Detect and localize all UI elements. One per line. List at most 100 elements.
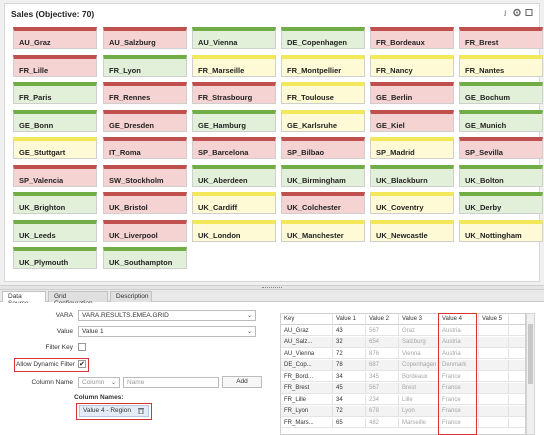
tile-ge-munich[interactable]: GE_Munich (459, 109, 543, 132)
grid-scrollbar[interactable] (526, 313, 535, 435)
tile-uk-manchester[interactable]: UK_Manchester (281, 219, 365, 242)
column-select[interactable]: Column ⌄ (78, 377, 120, 388)
name-input[interactable]: Name (123, 377, 219, 388)
table-row[interactable]: FR_Brest 45 567 Brest France (281, 383, 525, 394)
table-row[interactable]: FR_Mars... 65 482 Marseille France (281, 417, 525, 428)
tile-uk-southampton[interactable]: UK_Southampton (103, 247, 187, 269)
tile-ge-kiel[interactable]: GE_Kiel (370, 109, 454, 132)
tile-ge-dresden[interactable]: GE_Dresden (103, 109, 187, 132)
grid-cell (479, 394, 509, 405)
settings-icon[interactable] (513, 8, 521, 17)
tile-uk-plymouth[interactable]: UK_Plymouth (13, 247, 97, 269)
grid-cell: 567 (366, 325, 399, 336)
tile-sp-sevilla[interactable]: SP_Sevilla (459, 137, 543, 159)
tile-fr-nancy[interactable]: FR_Nancy (370, 54, 454, 77)
tile-uk-colchester[interactable]: UK_Colchester (281, 192, 365, 214)
tile-uk-aberdeen[interactable]: UK_Aberdeen (192, 164, 276, 187)
tile-ge-stuttgart[interactable]: GE_Stuttgart (13, 137, 97, 159)
info-icon[interactable]: i (501, 8, 509, 18)
table-row[interactable]: FR_Lyon 72 678 Lyon France (281, 406, 525, 417)
grid-header-cell[interactable]: Value 3 (399, 314, 439, 324)
add-button[interactable]: Add (222, 376, 262, 388)
table-row[interactable]: AU_Graz 43 567 Graz Austria (281, 325, 525, 336)
tile-sp-valencia[interactable]: SP_Valencia (13, 164, 97, 187)
tile-uk-birmingham[interactable]: UK_Birmingham (281, 164, 365, 187)
tile-fr-marseille[interactable]: FR_Marseille (192, 54, 276, 77)
scrollbar-thumb[interactable] (528, 324, 533, 384)
tile-it-roma[interactable]: IT_Roma (103, 137, 187, 159)
tile-uk-bolton[interactable]: UK_Bolton (459, 164, 543, 187)
tile-ge-berlin[interactable]: GE_Berlin (370, 82, 454, 104)
tab-grid-configuration[interactable]: Grid Configuration (48, 291, 108, 307)
tile-fr-montpellier[interactable]: FR_Montpellier (281, 54, 365, 77)
tile-fr-toulouse[interactable]: FR_Toulouse (281, 82, 365, 104)
drag-handle-icon[interactable] (262, 287, 282, 288)
tile-fr-nantes[interactable]: FR_Nantes (459, 54, 543, 77)
table-row[interactable]: FR_Lille 34 234 Lille France (281, 394, 525, 405)
tab-description[interactable]: Description (110, 291, 152, 302)
tile-sw-stockholm[interactable]: SW_Stockholm (103, 164, 187, 187)
grid-header-cell[interactable]: Value 2 (366, 314, 399, 324)
grid-cell: Lyon (399, 406, 439, 416)
tile-fr-lille[interactable]: FR_Lille (13, 54, 97, 77)
expand-icon[interactable] (525, 8, 533, 17)
grid-cell: Austria (439, 348, 479, 359)
tile-sp-madrid[interactable]: SP_Madrid (370, 137, 454, 159)
tile-ge-bonn[interactable]: GE_Bonn (13, 109, 97, 132)
grid-header-cell[interactable]: Key (281, 314, 333, 324)
filter-key-label: Filter Key (45, 344, 73, 351)
tile-de-copenhagen[interactable]: DE_Copenhagen (281, 27, 365, 49)
grid-cell: FR_Mars... (281, 417, 333, 428)
tile-au-vienna[interactable]: AU_Vienna (192, 27, 276, 49)
grid-cell: AU_Salz... (281, 337, 333, 347)
table-row[interactable]: FR_Bord... 34 345 Bordeaux France (281, 371, 525, 382)
grid-cell: 45 (333, 383, 366, 393)
tile-uk-cardiff[interactable]: UK_Cardiff (192, 192, 276, 214)
tile-uk-brighton[interactable]: UK_Brighton (13, 192, 97, 214)
tile-uk-bristol[interactable]: UK_Bristol (103, 192, 187, 214)
chevron-down-icon: ⌄ (246, 329, 252, 335)
grid-cell: 72 (333, 348, 366, 359)
svg-text:i: i (504, 9, 507, 17)
tile-ge-karlsruhe[interactable]: GE_Karlsruhe (281, 109, 365, 132)
filter-key-checkbox[interactable] (78, 343, 86, 351)
table-row[interactable]: DE_Cop... 78 687 Copenhagen Denmark (281, 360, 525, 371)
panel-splitter[interactable] (0, 285, 544, 290)
tile-ge-bochum[interactable]: GE_Bochum (459, 82, 543, 104)
vara-select[interactable]: VARA.RESULTS.EMEA.GRID ⌄ (78, 310, 256, 321)
grid-header-cell[interactable]: Value 4 (439, 314, 479, 324)
allow-dynamic-checkbox[interactable]: ✔ (78, 360, 86, 368)
tile-au-graz[interactable]: AU_Graz (13, 27, 97, 49)
tile-fr-strasbourg[interactable]: FR_Strasbourg (192, 82, 276, 104)
tile-fr-bordeaux[interactable]: FR_Bordeaux (370, 27, 454, 49)
data-grid: Key Value 1 Value 2 Value 3 Value 4 Value 5 AU… (280, 313, 526, 435)
tile-uk-coventry[interactable]: UK_Coventry (370, 192, 454, 214)
grid-header-cell[interactable]: Value 5 (479, 314, 509, 324)
tile-uk-blackburn[interactable]: UK_Blackburn (370, 164, 454, 187)
tile-uk-derby[interactable]: UK_Derby (459, 192, 543, 214)
tile-sp-barcelona[interactable]: SP_Barcelona (192, 137, 276, 159)
tile-fr-lyon[interactable]: FR_Lyon (103, 54, 187, 77)
tile-ge-hamburg[interactable]: GE_Hamburg (192, 109, 276, 132)
trash-icon[interactable] (138, 407, 144, 418)
grid-cell: Denmark (439, 360, 479, 370)
tile-uk-liverpool[interactable]: UK_Liverpool (103, 219, 187, 242)
column-select-value: Column (82, 379, 105, 386)
table-row[interactable]: AU_Salz... 32 654 Salzburg Austria (281, 337, 525, 348)
tile-fr-brest[interactable]: FR_Brest (459, 27, 543, 49)
tile-fr-paris[interactable]: FR_Paris (13, 82, 97, 104)
tile-uk-leeds[interactable]: UK_Leeds (13, 219, 97, 242)
grid-cell: Brest (399, 383, 439, 393)
tab-data-source[interactable]: Data Source (2, 291, 46, 307)
tile-uk-newcastle[interactable]: UK_Newcastle (370, 219, 454, 242)
grid-cell: 34 (333, 394, 366, 405)
tile-uk-nottingham[interactable]: UK_Nottingham (459, 219, 543, 242)
tile-sp-bilbao[interactable]: SP_Bilbao (281, 137, 365, 159)
tile-uk-london[interactable]: UK_London (192, 219, 276, 242)
value-select[interactable]: Value 1 ⌄ (78, 326, 256, 337)
table-row[interactable]: AU_Vienna 72 876 Vienna Austria (281, 348, 525, 359)
panel-toolbar: i (501, 8, 533, 18)
tile-fr-rennes[interactable]: FR_Rennes (103, 82, 187, 104)
tile-au-salzburg[interactable]: AU_Salzburg (103, 27, 187, 49)
grid-header-cell[interactable]: Value 1 (333, 314, 366, 324)
